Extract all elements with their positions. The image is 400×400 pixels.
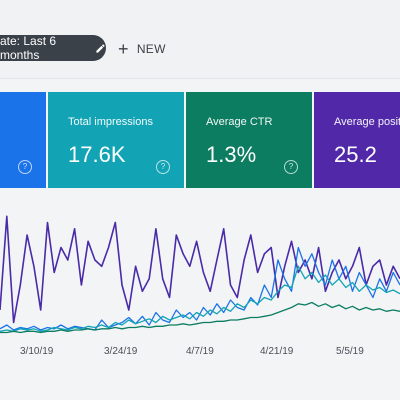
new-button-label: NEW — [136, 42, 166, 56]
card-average-position[interactable]: Average position 25.2 — [314, 92, 400, 188]
card-label: Average position — [334, 116, 400, 128]
new-filter-button[interactable]: + NEW — [118, 38, 166, 60]
x-tick-label: 3/24/19 — [104, 346, 138, 357]
toolbar: ate: Last 6 months + NEW — [0, 0, 400, 78]
metric-cards: ? Total impressions 17.6K ? Average CTR … — [0, 92, 400, 188]
x-tick-label: 3/10/19 — [20, 346, 54, 357]
card-value: 25.2 — [334, 142, 377, 167]
x-tick-label: 4/21/19 — [260, 346, 294, 357]
card-label: Average CTR — [206, 116, 273, 128]
series-line-0 — [0, 215, 400, 324]
chart-canvas — [0, 215, 400, 334]
series-line-2 — [0, 265, 400, 332]
help-icon[interactable]: ? — [284, 160, 298, 174]
card-label: Total impressions — [68, 116, 153, 128]
card-total-clicks[interactable]: ? — [0, 92, 46, 188]
edit-pencil-icon[interactable] — [95, 43, 106, 54]
series-line-3 — [0, 301, 400, 334]
performance-chart: 3/10/19 3/24/19 4/7/19 4/21/19 5/5/19 — [0, 200, 400, 400]
card-average-ctr[interactable]: Average CTR 1.3% ? — [186, 92, 312, 188]
date-filter-label: ate: Last 6 months — [0, 34, 57, 62]
help-icon[interactable]: ? — [156, 160, 170, 174]
help-icon[interactable]: ? — [18, 160, 32, 174]
toolbar-divider — [0, 78, 400, 79]
plus-icon: + — [118, 39, 129, 59]
card-value: 1.3% — [206, 142, 257, 167]
x-tick-label: 5/5/19 — [336, 346, 364, 357]
card-value: 17.6K — [68, 142, 126, 167]
date-filter-chip[interactable]: ate: Last 6 months — [0, 34, 106, 62]
x-tick-label: 4/7/19 — [186, 346, 214, 357]
card-total-impressions[interactable]: Total impressions 17.6K ? — [48, 92, 184, 188]
